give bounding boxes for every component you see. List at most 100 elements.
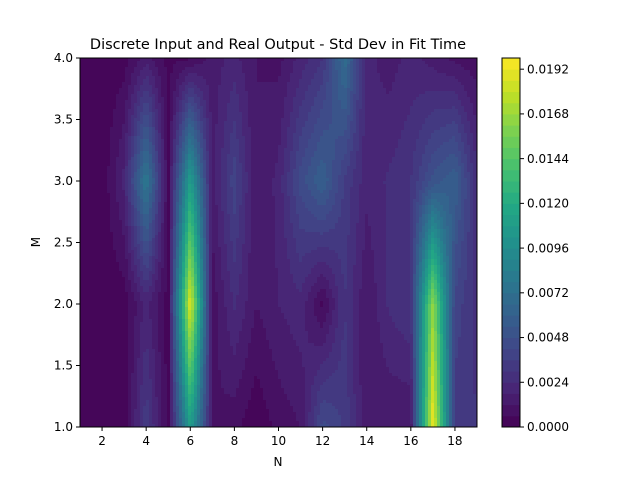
heat-cell [356, 106, 360, 110]
heat-cell [194, 61, 198, 65]
heat-cell [311, 112, 315, 116]
heat-cell [449, 112, 453, 116]
heat-cell [212, 109, 216, 113]
heat-cell [299, 76, 303, 80]
heat-cell [344, 58, 348, 62]
heat-cell [83, 91, 87, 95]
heat-cell [122, 94, 126, 98]
heat-cell [224, 73, 228, 77]
heat-cell [326, 94, 330, 98]
heat-cell [179, 58, 183, 62]
heat-cell [209, 82, 213, 86]
heat-cell [230, 82, 234, 86]
heat-cell [173, 61, 177, 65]
heat-cell [308, 115, 312, 119]
heat-cell [422, 79, 426, 83]
heat-cell [116, 91, 120, 95]
heat-cell [176, 88, 180, 92]
heat-cell [140, 58, 144, 62]
heat-cell [374, 64, 378, 68]
heat-cell [161, 79, 165, 83]
heat-cell [197, 61, 201, 65]
heat-cell [104, 67, 108, 71]
heat-cell [278, 70, 282, 74]
heat-cell [290, 79, 294, 83]
heat-cell [140, 64, 144, 68]
heat-cell [254, 61, 258, 65]
heat-cell [239, 67, 243, 71]
heat-cell [122, 85, 126, 89]
heat-cell [215, 109, 219, 113]
heat-cell [209, 115, 213, 119]
heat-cell [215, 67, 219, 71]
heat-cell [233, 94, 237, 98]
heat-cell [299, 67, 303, 71]
heat-cell [221, 109, 225, 113]
heat-cell [131, 64, 135, 68]
heat-cell [284, 61, 288, 65]
heat-cell [134, 112, 138, 116]
heat-cell [239, 82, 243, 86]
heat-cell [263, 88, 267, 92]
heat-cell [98, 97, 102, 101]
heat-cell [236, 79, 240, 83]
heat-cell [122, 64, 126, 68]
heat-cell [179, 76, 183, 80]
heat-cell [143, 64, 147, 68]
heat-cell [221, 70, 225, 74]
heat-cell [275, 67, 279, 71]
heat-cell [269, 115, 273, 119]
heat-cell [275, 73, 279, 77]
heat-cell [314, 100, 318, 104]
heat-cell [407, 106, 411, 110]
heat-cell [452, 85, 456, 89]
heat-cell [275, 76, 279, 80]
heat-cell [158, 58, 162, 62]
heat-cell [197, 85, 201, 89]
heat-cell [272, 100, 276, 104]
heat-cell [266, 115, 270, 119]
heat-cell [227, 100, 231, 104]
heat-cell [116, 82, 120, 86]
heat-cell [155, 106, 159, 110]
heat-cell [179, 112, 183, 116]
heat-cell [167, 76, 171, 80]
heat-cell [206, 109, 210, 113]
heat-cell [110, 115, 114, 119]
heat-cell [428, 58, 432, 62]
heat-cell [191, 109, 195, 113]
heat-cell [344, 73, 348, 77]
heat-cell [272, 82, 276, 86]
heat-cell [314, 64, 318, 68]
heat-cell [401, 103, 405, 107]
heat-cell [173, 58, 177, 62]
heat-cell [227, 58, 231, 62]
heat-cell [80, 61, 84, 65]
heat-cell [83, 109, 87, 113]
heat-cell [467, 70, 471, 74]
heat-cell [188, 61, 192, 65]
heat-cell [419, 100, 423, 104]
heat-cell [188, 76, 192, 80]
heat-cell [290, 67, 294, 71]
heat-cell [206, 91, 210, 95]
heat-cell [248, 103, 252, 107]
heat-cell [413, 112, 417, 116]
heat-cell [374, 97, 378, 101]
heat-cell [209, 76, 213, 80]
heat-cell [326, 112, 330, 116]
heat-cell [296, 118, 300, 122]
heat-cell [386, 61, 390, 65]
heat-cell [128, 82, 132, 86]
heat-cell [263, 64, 267, 68]
heat-cell [245, 67, 249, 71]
heat-cell [359, 106, 363, 110]
heat-cell [362, 103, 366, 107]
heat-cell [380, 85, 384, 89]
heat-cell [335, 85, 339, 89]
heat-cell [341, 82, 345, 86]
heat-cell [395, 73, 399, 77]
heat-cell [224, 94, 228, 98]
heat-cell [404, 64, 408, 68]
heat-cell [236, 76, 240, 80]
